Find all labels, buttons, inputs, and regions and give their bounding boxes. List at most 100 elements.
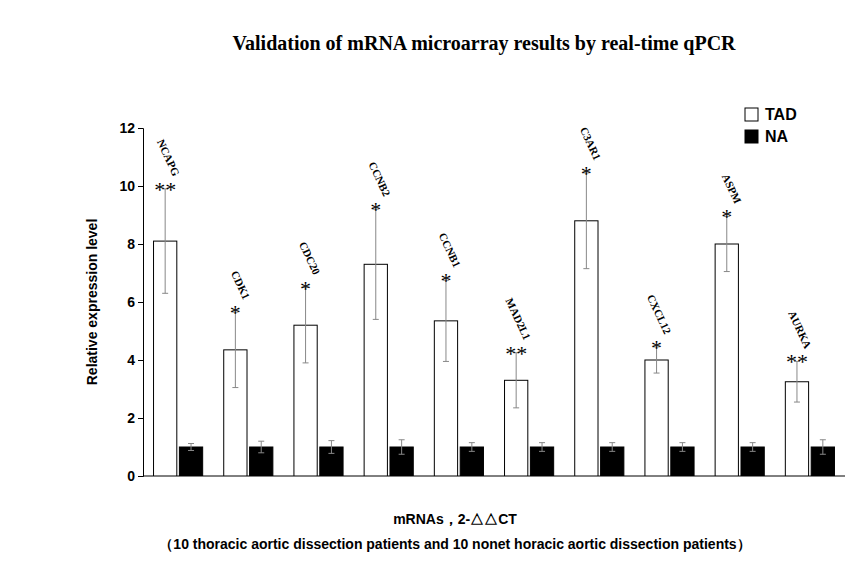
- error-bar: [583, 173, 589, 269]
- bar: [530, 447, 553, 476]
- error-cap: [539, 442, 545, 443]
- y-axis-title: Relative expression level: [84, 219, 100, 386]
- error-cap: [303, 362, 309, 363]
- error-cap: [654, 373, 660, 374]
- y-tick-label: 6: [127, 294, 135, 310]
- significance: *: [440, 268, 451, 293]
- bar: [741, 447, 764, 476]
- significance: *: [721, 204, 732, 229]
- error-stem: [375, 209, 376, 319]
- legend-label: NA: [765, 128, 789, 145]
- error-cap: [188, 443, 194, 444]
- significance: *: [230, 300, 241, 325]
- error-cap: [328, 453, 334, 454]
- error-bar: [609, 443, 615, 452]
- error-stem: [401, 440, 402, 455]
- y-tick-label: 10: [119, 178, 135, 194]
- category-label: C3AR1: [578, 125, 604, 162]
- error-cap: [399, 439, 405, 440]
- error-stem: [752, 443, 753, 452]
- y-tick-label: 12: [119, 120, 135, 136]
- bar: [715, 244, 738, 476]
- series-1: [179, 440, 834, 476]
- y-tick-mark: [138, 418, 143, 419]
- y-tick-label: 0: [127, 468, 135, 484]
- category-label: CXCL12: [645, 293, 674, 337]
- error-cap: [609, 442, 615, 443]
- error-bar: [820, 440, 826, 455]
- error-bar: [328, 441, 334, 454]
- y-tick: 10: [119, 178, 143, 194]
- y-tick: 4: [127, 352, 143, 368]
- error-stem: [612, 443, 613, 452]
- bar: [671, 447, 694, 476]
- y-axis: 0 2 4 6 8 10 12: [119, 120, 143, 484]
- error-stem: [165, 189, 166, 293]
- legend-item: NA: [745, 128, 789, 145]
- error-stem: [331, 441, 332, 454]
- error-bar: [373, 209, 379, 319]
- x-axis-title: mRNAs，2-△△CT: [393, 511, 517, 527]
- error-cap: [679, 442, 685, 443]
- legend-swatch: [745, 130, 758, 143]
- error-bar: [469, 443, 475, 452]
- category-label: ASPM: [720, 172, 744, 206]
- plot-area: [154, 173, 835, 476]
- legend-label: TAD: [765, 106, 797, 123]
- error-cap: [724, 271, 730, 272]
- y-tick: 2: [127, 410, 143, 426]
- error-cap: [258, 441, 264, 442]
- error-stem: [586, 173, 587, 269]
- error-bar: [679, 443, 685, 452]
- significance: *: [581, 161, 592, 186]
- bar: [460, 447, 483, 476]
- y-tick-mark: [138, 476, 143, 477]
- error-cap: [373, 319, 379, 320]
- error-cap: [820, 454, 826, 455]
- series-0: [154, 173, 809, 476]
- error-cap: [750, 451, 756, 452]
- y-axis-line: [138, 129, 144, 477]
- error-stem: [542, 443, 543, 452]
- error-cap: [258, 452, 264, 453]
- y-tick: 6: [127, 294, 143, 310]
- category-label: CDC20: [297, 240, 323, 277]
- error-cap: [539, 451, 545, 452]
- y-tick-mark: [138, 360, 143, 361]
- y-tick: 0: [127, 468, 143, 484]
- bar: [179, 447, 202, 476]
- y-tick-mark: [138, 186, 143, 187]
- y-tick-mark: [138, 244, 143, 245]
- error-stem: [682, 443, 683, 452]
- bar: [601, 447, 624, 476]
- error-bar: [258, 441, 264, 453]
- error-cap: [188, 450, 194, 451]
- error-bar: [162, 189, 168, 293]
- error-cap: [750, 442, 756, 443]
- error-cap: [820, 439, 826, 440]
- significance: *: [370, 197, 381, 222]
- category-label: AURKA: [786, 309, 814, 351]
- significance: *: [300, 276, 311, 301]
- y-tick: 8: [127, 236, 143, 252]
- error-cap: [469, 442, 475, 443]
- error-stem: [471, 443, 472, 452]
- y-tick: 12: [119, 120, 143, 136]
- x-axis-note: （10 thoracic aortic dissection patients …: [159, 536, 750, 552]
- error-cap: [609, 451, 615, 452]
- category-label: NCAPG: [155, 137, 183, 178]
- error-cap: [794, 402, 800, 403]
- legend: TAD NA: [745, 106, 797, 145]
- y-tick-label: 4: [127, 352, 135, 368]
- x-axis-line: [143, 476, 845, 477]
- category-label: CCNB1: [437, 231, 463, 269]
- error-cap: [469, 451, 475, 452]
- category-label: CDK1: [229, 269, 253, 301]
- error-bar: [539, 443, 545, 452]
- y-tick-label: 8: [127, 236, 135, 252]
- error-stem: [822, 440, 823, 455]
- error-cap: [513, 407, 519, 408]
- error-stem: [191, 444, 192, 451]
- error-cap: [679, 451, 685, 452]
- y-tick-mark: [138, 302, 143, 303]
